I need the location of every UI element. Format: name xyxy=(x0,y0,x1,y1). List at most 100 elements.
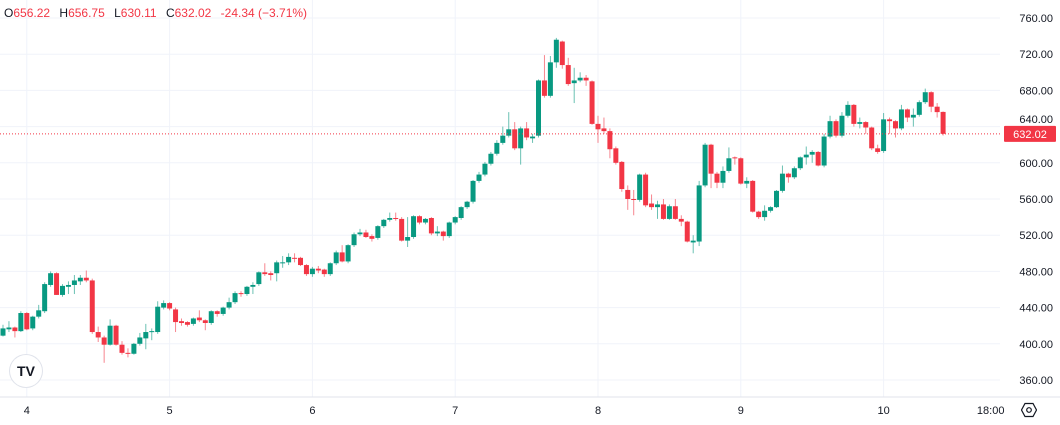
candle-down xyxy=(619,161,625,190)
y-tick-label: 400.00 xyxy=(1019,339,1053,351)
candle-up xyxy=(464,201,470,208)
candle-down xyxy=(649,203,655,208)
candle-up xyxy=(857,122,863,124)
candle-up xyxy=(881,119,887,152)
candle-down xyxy=(643,174,649,206)
candle-down xyxy=(440,231,446,237)
y-tick-label: 760.00 xyxy=(1019,13,1053,25)
candle-down xyxy=(660,204,666,219)
candle-down xyxy=(202,320,208,323)
candle-up xyxy=(839,115,845,136)
candle-down xyxy=(893,121,898,129)
candle-up xyxy=(470,180,476,202)
candle-down xyxy=(559,41,565,66)
candle-up xyxy=(547,62,553,96)
candle-down xyxy=(399,218,405,241)
candle-up xyxy=(571,80,577,84)
candle-down xyxy=(321,269,327,275)
open-label: O xyxy=(4,6,14,20)
candle-up xyxy=(149,331,155,333)
candle-up xyxy=(71,280,77,285)
x-tick-label: 9 xyxy=(738,405,744,417)
candle-up xyxy=(30,316,36,329)
candle-up xyxy=(803,154,809,158)
candle-up xyxy=(250,284,256,287)
candle-down xyxy=(196,317,202,321)
candle-down xyxy=(940,111,946,134)
candle-down xyxy=(601,128,607,132)
candle-up xyxy=(280,262,286,264)
candle-down xyxy=(625,189,631,199)
candle-down xyxy=(928,92,934,107)
candle-up xyxy=(274,262,280,274)
candle-up xyxy=(0,328,6,336)
candle-up xyxy=(809,151,815,155)
candle-up xyxy=(482,163,488,175)
candle-up xyxy=(720,170,726,183)
candle-up xyxy=(381,219,387,227)
candle-down xyxy=(863,122,869,128)
y-tick-label: 560.00 xyxy=(1019,194,1053,206)
candle-up xyxy=(530,136,536,139)
x-tick-label: 8 xyxy=(595,405,601,417)
candle-up xyxy=(48,273,54,285)
candle-down xyxy=(589,81,595,124)
candle-up xyxy=(768,207,774,211)
x-tick-label: 5 xyxy=(167,405,173,417)
candle-up xyxy=(333,252,339,264)
candle-down xyxy=(179,321,184,323)
candle-down xyxy=(428,218,434,234)
candle-up xyxy=(827,121,833,137)
candle-down xyxy=(292,257,298,259)
candle-up xyxy=(256,272,262,285)
candle-down xyxy=(714,173,720,183)
candle-up xyxy=(434,231,440,234)
candle-up xyxy=(910,114,916,118)
candle-down xyxy=(119,344,125,353)
candle-down xyxy=(101,337,107,345)
last-price-label-bg xyxy=(1004,125,1056,142)
candle-up xyxy=(357,232,363,235)
last-price-label: 632.02 xyxy=(1013,129,1047,141)
candle-down xyxy=(262,272,268,275)
y-tick-label: 440.00 xyxy=(1019,303,1053,315)
y-tick-label: 600.00 xyxy=(1019,158,1053,170)
candle-up xyxy=(744,180,750,184)
candle-up xyxy=(65,284,71,287)
candle-down xyxy=(173,309,179,323)
candle-up xyxy=(327,263,333,275)
y-tick-label: 720.00 xyxy=(1019,49,1053,61)
candle-up xyxy=(476,174,482,181)
candle-up xyxy=(36,310,42,317)
candle-down xyxy=(708,144,714,174)
candle-down xyxy=(756,211,762,218)
candle-down xyxy=(833,121,839,136)
candle-up xyxy=(42,284,48,312)
low-value: 630.11 xyxy=(120,6,157,20)
candle-down xyxy=(738,158,744,184)
candle-up xyxy=(922,92,928,103)
candle-up xyxy=(655,204,660,208)
candle-up xyxy=(916,102,922,115)
candle-up xyxy=(666,206,672,219)
gear-icon[interactable] xyxy=(1021,402,1037,418)
candle-down xyxy=(24,313,30,330)
candle-down xyxy=(785,173,791,178)
candle-down xyxy=(238,293,244,295)
candle-down xyxy=(339,252,345,262)
candle-down xyxy=(815,151,821,166)
candle-up xyxy=(422,218,428,223)
candle-up xyxy=(452,217,458,223)
candle-up xyxy=(309,268,315,275)
candle-up xyxy=(702,144,708,186)
candle-up xyxy=(143,332,149,339)
candle-up xyxy=(821,136,827,166)
tradingview-logo-icon[interactable]: TV xyxy=(10,355,42,387)
candle-up xyxy=(244,286,250,295)
candle-up xyxy=(6,327,12,330)
candle-up xyxy=(77,277,83,282)
candle-down xyxy=(393,218,399,220)
candle-down xyxy=(303,265,309,275)
candle-down xyxy=(184,322,190,325)
